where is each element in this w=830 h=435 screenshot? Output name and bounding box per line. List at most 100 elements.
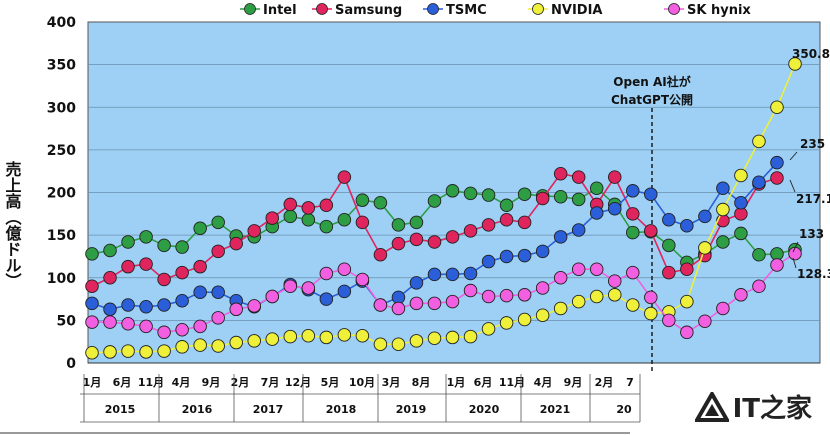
data-point [698, 209, 712, 224]
series-nvidia [85, 57, 802, 360]
data-point [229, 302, 243, 317]
legend-label: SK hynix [687, 3, 751, 18]
data-point [607, 201, 622, 216]
data-point [121, 259, 135, 274]
x-axis: 1月 6月 11月 4月 9月 2月 7月 12月 5月 10月 3月 8月 1月 6月 11月 4月 9月 2月… [80, 362, 820, 423]
data-point [211, 339, 225, 353]
legend-label: NVIDIA [551, 3, 602, 18]
data-point [644, 224, 658, 238]
data-point [680, 294, 694, 309]
data-point [283, 329, 298, 344]
end-value-label: 133 [799, 227, 824, 241]
data-point [463, 283, 478, 298]
watermark: IT之家 [690, 388, 816, 425]
data-point [301, 213, 316, 227]
data-point [391, 218, 406, 232]
data-point [85, 315, 99, 329]
data-point [373, 195, 388, 210]
data-point [409, 276, 424, 290]
data-point [662, 213, 676, 227]
data-point [481, 254, 496, 269]
legend-marker [316, 3, 328, 15]
data-point [139, 230, 153, 244]
year-label: 2019 [396, 403, 427, 416]
data-point [193, 338, 207, 352]
data-point [229, 335, 243, 350]
data-point [103, 271, 117, 285]
data-point [355, 193, 370, 207]
year-label: 2017 [253, 403, 284, 416]
data-point [698, 314, 712, 328]
legend-marker [427, 3, 439, 15]
data-point [770, 100, 784, 114]
annotation-line1: Open AI社が [613, 74, 690, 89]
y-tick-label: 300 [47, 100, 76, 116]
y-tick-label: 0 [66, 356, 76, 372]
data-point [157, 238, 171, 253]
data-point [626, 225, 640, 240]
x-tick-label: 11月 [499, 376, 525, 389]
data-point [337, 170, 352, 184]
data-point [391, 236, 406, 251]
data-point [716, 235, 730, 249]
legend: Intel Samsung TSMC NVIDIA SK hynix [240, 3, 751, 18]
x-tick-label: 6月 [474, 376, 493, 389]
data-point [481, 188, 496, 202]
data-point [337, 213, 352, 227]
data-point [427, 331, 442, 346]
legend-marker [532, 3, 544, 15]
y-tick-label: 350 [47, 58, 76, 74]
x-tick-label: 6月 [113, 376, 132, 389]
data-point [103, 345, 117, 359]
data-point [391, 337, 406, 351]
data-point [103, 315, 117, 329]
data-point [409, 232, 424, 247]
data-point [662, 238, 676, 253]
data-point [445, 294, 460, 309]
data-point [319, 292, 334, 306]
data-point [445, 267, 460, 282]
data-point [626, 184, 640, 198]
data-point [175, 294, 189, 308]
series-tsmc [85, 155, 784, 317]
data-point [788, 57, 802, 71]
data-point [175, 340, 189, 354]
x-tick-label: 10月 [349, 376, 375, 389]
watermark-triangle-icon [694, 391, 729, 422]
data-point [409, 215, 424, 230]
y-tick-label: 200 [47, 186, 76, 202]
data-point [589, 289, 604, 304]
data-point [481, 218, 496, 232]
series-layer [85, 57, 802, 360]
data-point [553, 271, 568, 285]
x-tick-label: 1月 [447, 376, 466, 389]
data-point [571, 262, 586, 276]
data-point [734, 226, 748, 241]
data-point [698, 241, 712, 255]
data-point [157, 272, 171, 287]
data-point [121, 235, 135, 249]
data-point [319, 330, 334, 345]
leader-line [792, 241, 799, 253]
data-point [517, 187, 532, 201]
data-point [445, 230, 460, 244]
year-label: 2021 [540, 403, 571, 416]
data-point [463, 266, 478, 281]
data-point [355, 215, 370, 230]
series-line [91, 187, 796, 264]
data-point [734, 168, 748, 183]
data-point [193, 221, 207, 236]
series-sk-hynix [85, 246, 802, 340]
data-point [571, 192, 586, 207]
data-point [499, 288, 514, 303]
data-point [283, 209, 298, 224]
annotation-line2: ChatGPT公開 [611, 93, 693, 107]
data-point [463, 329, 478, 344]
y-tick-label: 150 [47, 228, 76, 244]
data-point [752, 247, 766, 262]
data-point [229, 236, 243, 251]
data-point [427, 296, 442, 311]
data-point [319, 219, 334, 234]
data-point [193, 319, 207, 334]
data-point [589, 262, 604, 276]
